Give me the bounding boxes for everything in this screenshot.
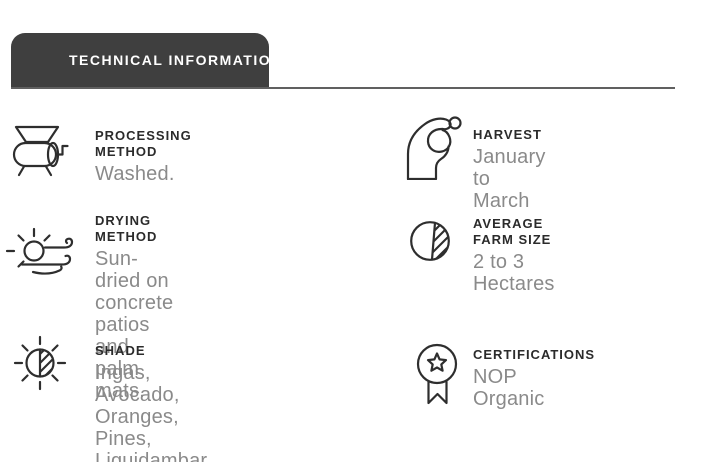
item-value: January to March bbox=[473, 146, 552, 212]
item-value: NOP Organic bbox=[473, 366, 545, 410]
item-label: CERTIFICATIONS bbox=[473, 347, 596, 362]
item-label: AVERAGE FARM SIZE bbox=[473, 216, 552, 247]
item-label: DRYING METHOD bbox=[95, 213, 161, 244]
header-rule bbox=[11, 87, 675, 89]
depulper-machine-icon bbox=[12, 125, 69, 177]
half-shaded-sun-icon bbox=[13, 335, 67, 391]
item-label: HARVEST bbox=[473, 127, 542, 142]
award-ribbon-icon bbox=[416, 343, 458, 405]
half-hatched-circle-icon bbox=[410, 221, 450, 261]
section-title: TECHNICAL INFORMATION bbox=[69, 52, 283, 68]
item-value: Washed. bbox=[95, 163, 175, 185]
item-label: PROCESSING METHOD bbox=[95, 128, 197, 159]
item-label: SHADE bbox=[95, 343, 146, 358]
item-value: Sun-dried on concrete patios and palm ma… bbox=[95, 248, 174, 402]
section-header-tab: TECHNICAL INFORMATION bbox=[11, 33, 281, 87]
hand-picking-cherry-icon bbox=[406, 116, 462, 180]
sun-drying-wind-icon bbox=[5, 227, 74, 275]
item-value: 2 to 3 Hectares bbox=[473, 251, 555, 295]
item-value: Ingas, Avocado, Oranges, Pines, Liquidam… bbox=[95, 362, 212, 462]
